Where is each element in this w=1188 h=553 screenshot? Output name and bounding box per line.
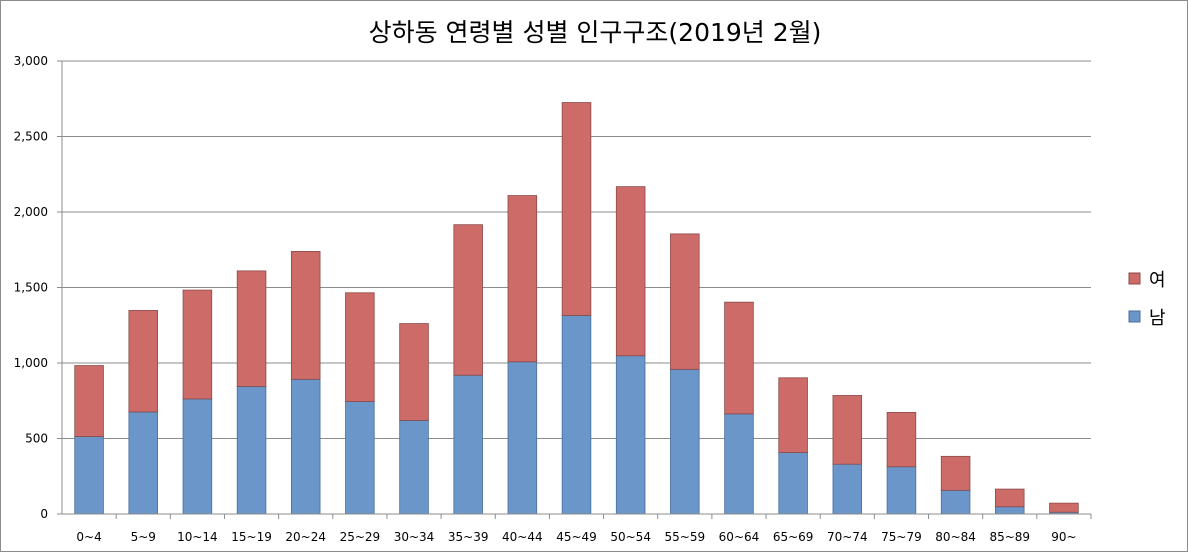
- bar-female: [182, 289, 213, 400]
- x-tick-label: 40~44: [502, 530, 543, 544]
- x-tick-label: 65~69: [773, 530, 814, 544]
- bar-female: [507, 195, 538, 363]
- bar-male: [128, 411, 158, 515]
- bar-female: [74, 365, 104, 437]
- x-tick-label: 25~29: [340, 530, 381, 544]
- bar-male: [778, 452, 808, 515]
- bar-female: [778, 377, 808, 453]
- x-tick-label: 80~84: [935, 530, 976, 544]
- bars: [74, 102, 1079, 515]
- bar-male: [74, 436, 104, 515]
- bar-female: [453, 224, 483, 376]
- bar-male: [399, 419, 429, 515]
- x-tick-label: 10~14: [177, 530, 218, 544]
- bar-male: [615, 355, 646, 515]
- bar-male: [724, 413, 754, 515]
- x-tick-label: 0~4: [76, 530, 101, 544]
- legend: 여 남: [1128, 270, 1166, 329]
- y-tick-label: 3,000: [14, 54, 48, 68]
- axes: [61, 61, 1091, 515]
- bar-female: [886, 411, 917, 468]
- chart-title: 상하동 연령별 성별 인구구조(2019년 2월): [369, 18, 822, 47]
- bar-female: [399, 323, 429, 421]
- bar-female: [290, 251, 321, 380]
- x-tick-label: 30~34: [394, 530, 435, 544]
- bar-female: [670, 233, 700, 370]
- x-tick-label: 45~49: [556, 530, 597, 544]
- bar-female: [561, 102, 592, 316]
- bar-male: [832, 463, 863, 515]
- bar-female: [1049, 502, 1079, 513]
- x-tick-label: 70~74: [827, 530, 868, 544]
- x-axis-tick-labels: 0~4 5~9 10~14 15~19 20~24 25~29 30~34 35~39 40~4…: [76, 514, 1092, 544]
- legend-label-male: 남: [1149, 308, 1166, 329]
- y-tick-label: 500: [25, 432, 48, 446]
- bar-female: [940, 455, 971, 491]
- y-tick-label: 0: [40, 507, 48, 521]
- bar-male: [453, 374, 483, 515]
- y-tick-label: 1,000: [14, 356, 48, 370]
- x-tick-label: 20~24: [285, 530, 326, 544]
- x-tick-label: 15~19: [231, 530, 272, 544]
- y-axis-tick-labels: 0 500 1,000 1,500 2,000 2,500 3,000: [14, 54, 62, 521]
- bar-female: [615, 186, 646, 357]
- legend-label-female: 여: [1149, 270, 1166, 291]
- bar-male: [886, 466, 917, 515]
- x-tick-label: 75~79: [881, 530, 922, 544]
- bar-female: [724, 301, 754, 415]
- bar-male: [561, 315, 592, 515]
- bar-male: [670, 368, 700, 515]
- legend-swatch-male: [1128, 310, 1141, 323]
- bar-male: [236, 386, 267, 515]
- bar-male: [995, 506, 1025, 515]
- bar-male: [290, 378, 321, 515]
- x-tick-label: 50~54: [610, 530, 651, 544]
- bar-male: [940, 489, 971, 515]
- legend-swatch-female: [1128, 272, 1141, 285]
- bar-male: [507, 361, 538, 515]
- bar-female: [236, 270, 267, 387]
- y-tick-label: 1,500: [14, 281, 48, 295]
- x-tick-label: 90~: [1051, 530, 1076, 544]
- bar-female: [832, 395, 863, 465]
- x-tick-label: 5~9: [131, 530, 156, 544]
- x-tick-label: 35~39: [448, 530, 489, 544]
- bar-female: [128, 310, 158, 413]
- y-tick-label: 2,500: [14, 130, 48, 144]
- x-tick-label: 55~59: [665, 530, 706, 544]
- bar-female: [995, 488, 1025, 508]
- y-tick-label: 2,000: [14, 205, 48, 219]
- bar-male: [182, 398, 213, 515]
- x-tick-label: 60~64: [719, 530, 760, 544]
- bar-female: [345, 292, 375, 402]
- bar-male: [345, 401, 375, 515]
- x-tick-label: 85~89: [989, 530, 1030, 544]
